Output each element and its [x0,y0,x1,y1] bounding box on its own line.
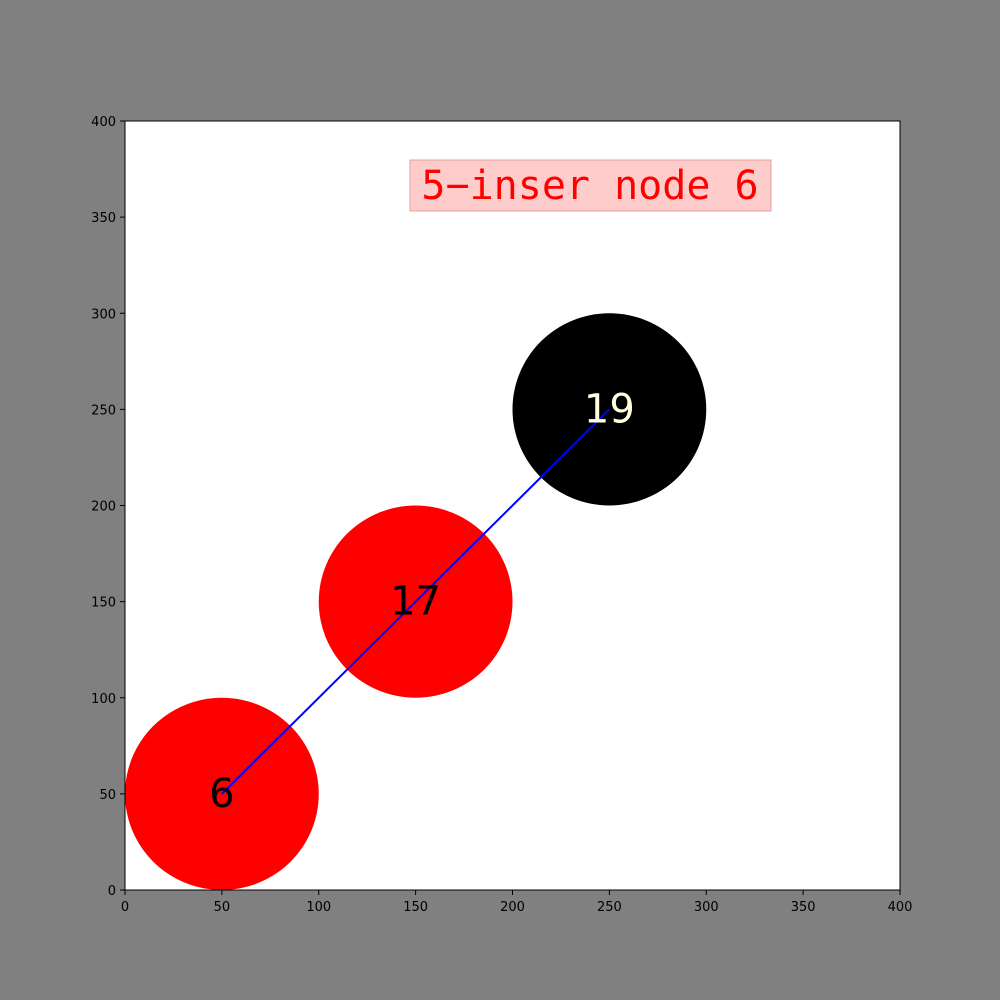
y-axis: 0 50 100 150 200 250 300 350 400 [91,115,125,899]
edges-overlay-layer [221,408,611,795]
tree-node-17-label: 17 [390,579,441,625]
tree-node-19-label: 19 [584,386,635,432]
tree-node-6-label: 6 [209,771,234,817]
y-tick-label: 50 [99,788,116,803]
x-axis: 0 50 100 150 200 250 300 350 400 [121,890,913,915]
x-tick-label: 200 [500,900,525,915]
x-tick-label: 150 [403,900,428,915]
y-tick-label: 100 [91,692,116,707]
x-tick-label: 0 [121,900,129,915]
title-annotation: 5−inser node 6 [409,159,772,212]
edge-17-6 [221,600,417,795]
y-tick-label: 300 [91,307,116,322]
node-labels-layer: 19 17 6 [209,386,635,817]
y-tick-label: 250 [91,403,116,418]
x-tick-label: 250 [597,900,622,915]
x-tick-label: 100 [306,900,331,915]
y-tick-label: 150 [91,596,116,611]
y-tick-label: 0 [108,884,116,899]
annotation-text: 5−inser node 6 [421,163,758,209]
x-tick-label: 300 [694,900,719,915]
x-tick-label: 400 [888,900,913,915]
x-tick-label: 350 [791,900,816,915]
edge-19-17 [414,408,611,603]
y-tick-label: 400 [91,115,116,130]
annotation-box [409,159,772,212]
x-tick-label: 50 [214,900,231,915]
y-tick-label: 200 [91,500,116,515]
y-tick-label: 350 [91,211,116,226]
